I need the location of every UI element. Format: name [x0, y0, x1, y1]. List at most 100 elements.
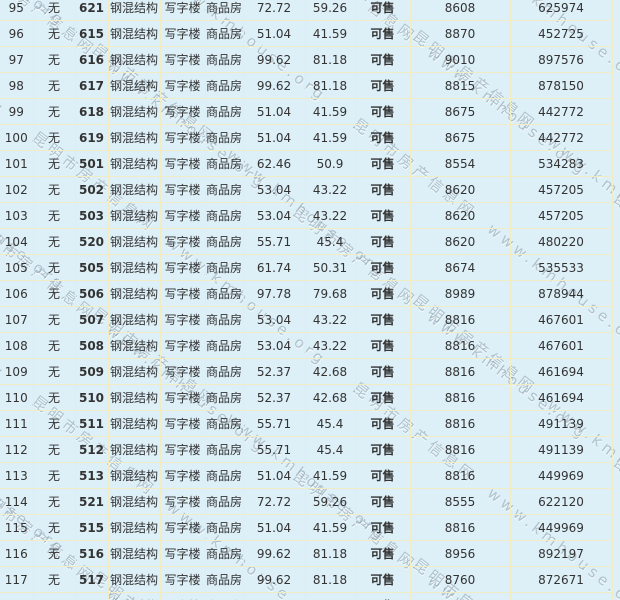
cell-room-link[interactable]: 512 [74, 436, 109, 463]
cell-house-type: 商品房 [204, 150, 244, 177]
cell-structure: 钢混结构 [107, 124, 161, 151]
cell-room-link[interactable]: 507 [74, 306, 109, 333]
cell-area: 51.04 [242, 20, 306, 47]
cell-house-type: 商品房 [204, 280, 244, 307]
cell-total-price: 491139 [509, 410, 613, 437]
cell-room-link[interactable]: 621 [74, 0, 109, 21]
cell-inner-area: 41.59 [304, 98, 356, 125]
cell-usage: 写字楼 [159, 254, 206, 281]
table-row: 110 无 510 钢混结构 写字楼 商品房 52.37 42.68 可售 8816 461694 [0, 384, 613, 411]
cell-row-number: 110 [0, 384, 34, 411]
cell-room-link[interactable]: 619 [74, 124, 109, 151]
cell-inner-area: 50.31 [304, 254, 356, 281]
cell-room-link[interactable]: 515 [74, 514, 109, 541]
cell-house-type: 商品房 [204, 332, 244, 359]
cell-area: 99.62 [242, 540, 306, 567]
cell-house-type: 商品房 [204, 202, 244, 229]
cell-unit-price: 8870 [409, 20, 511, 47]
cell-room-link[interactable]: 506 [74, 280, 109, 307]
cell-structure: 钢混结构 [107, 514, 161, 541]
cell-sale-status: 可售 [354, 306, 411, 333]
cell-total-price: 467601 [509, 332, 613, 359]
cell-area: 51.04 [242, 592, 306, 600]
cell-sale-status: 可售 [354, 436, 411, 463]
cell-unit-price: 8816 [409, 306, 511, 333]
cell-row-number: 99 [0, 98, 34, 125]
cell-house-type: 商品房 [204, 254, 244, 281]
cell-inner-area: 43.22 [304, 306, 356, 333]
cell-total-price: 535533 [509, 254, 613, 281]
cell-room-link[interactable]: 518 [74, 592, 109, 600]
cell-room-link[interactable]: 617 [74, 72, 109, 99]
cell-sale-status: 可售 [354, 462, 411, 489]
cell-room-link[interactable]: 501 [74, 150, 109, 177]
cell-unit-price: 8620 [409, 176, 511, 203]
cell-area: 72.72 [242, 488, 306, 515]
table-row: 102 无 502 钢混结构 写字楼 商品房 53.04 43.22 可售 8620 457205 [0, 176, 613, 203]
cell-room-link[interactable]: 503 [74, 202, 109, 229]
cell-room-link[interactable]: 615 [74, 20, 109, 47]
cell-usage: 写字楼 [159, 124, 206, 151]
cell-row-number: 102 [0, 176, 34, 203]
table-row: 113 无 513 钢混结构 写字楼 商品房 51.04 41.59 可售 8816 449969 [0, 462, 613, 489]
cell-house-type: 商品房 [204, 124, 244, 151]
table-row: 112 无 512 钢混结构 写字楼 商品房 55.71 45.4 可售 8816 491139 [0, 436, 613, 463]
cell-room-link[interactable]: 616 [74, 46, 109, 73]
cell-total-price: 622120 [509, 488, 613, 515]
cell-usage: 写字楼 [159, 98, 206, 125]
cell-room-link[interactable]: 520 [74, 228, 109, 255]
cell-area: 99.62 [242, 72, 306, 99]
cell-structure: 钢混结构 [107, 254, 161, 281]
cell-structure: 钢混结构 [107, 540, 161, 567]
table-row: 95 无 621 钢混结构 写字楼 商品房 72.72 59.26 可售 8608 625974 [0, 0, 613, 21]
cell-row-number: 101 [0, 150, 34, 177]
cell-row-number: 95 [0, 0, 34, 21]
cell-house-type: 商品房 [204, 0, 244, 21]
cell-usage: 写字楼 [159, 176, 206, 203]
cell-total-price: 457205 [509, 176, 613, 203]
cell-room-link[interactable]: 505 [74, 254, 109, 281]
cell-row-number: 96 [0, 20, 34, 47]
cell-room-link[interactable]: 513 [74, 462, 109, 489]
cell-area: 55.71 [242, 436, 306, 463]
cell-usage: 写字楼 [159, 384, 206, 411]
table-row: 108 无 508 钢混结构 写字楼 商品房 53.04 43.22 可售 8816 467601 [0, 332, 613, 359]
cell-total-price: 625974 [509, 0, 613, 21]
cell-unit-price: 8816 [409, 358, 511, 385]
cell-row-number: 106 [0, 280, 34, 307]
cell-room-link[interactable]: 517 [74, 566, 109, 593]
cell-usage: 写字楼 [159, 202, 206, 229]
cell-sale-status: 可售 [354, 540, 411, 567]
cell-usage: 写字楼 [159, 436, 206, 463]
cell-area: 53.04 [242, 332, 306, 359]
cell-house-type: 商品房 [204, 358, 244, 385]
cell-unit-price: 8956 [409, 540, 511, 567]
cell-mortgage: 无 [32, 410, 76, 437]
cell-room-link[interactable]: 516 [74, 540, 109, 567]
cell-structure: 钢混结构 [107, 592, 161, 600]
cell-structure: 钢混结构 [107, 384, 161, 411]
cell-room-link[interactable]: 511 [74, 410, 109, 437]
cell-room-link[interactable]: 510 [74, 384, 109, 411]
cell-room-link[interactable]: 521 [74, 488, 109, 515]
cell-room-link[interactable]: 509 [74, 358, 109, 385]
cell-row-number: 103 [0, 202, 34, 229]
cell-row-number: 117 [0, 566, 34, 593]
cell-unit-price: 8816 [409, 332, 511, 359]
cell-house-type: 商品房 [204, 20, 244, 47]
cell-row-number: 118 [0, 592, 34, 600]
cell-room-link[interactable]: 508 [74, 332, 109, 359]
cell-row-number: 98 [0, 72, 34, 99]
cell-usage: 写字楼 [159, 332, 206, 359]
cell-room-link[interactable]: 618 [74, 98, 109, 125]
cell-inner-area: 42.68 [304, 384, 356, 411]
cell-inner-area: 45.4 [304, 410, 356, 437]
table-row: 99 无 618 钢混结构 写字楼 商品房 51.04 41.59 可售 8675 442772 [0, 98, 613, 125]
cell-room-link[interactable]: 502 [74, 176, 109, 203]
cell-unit-price: 8816 [409, 514, 511, 541]
cell-house-type: 商品房 [204, 98, 244, 125]
cell-row-number: 109 [0, 358, 34, 385]
cell-inner-area: 42.68 [304, 358, 356, 385]
cell-sale-status: 可售 [354, 150, 411, 177]
